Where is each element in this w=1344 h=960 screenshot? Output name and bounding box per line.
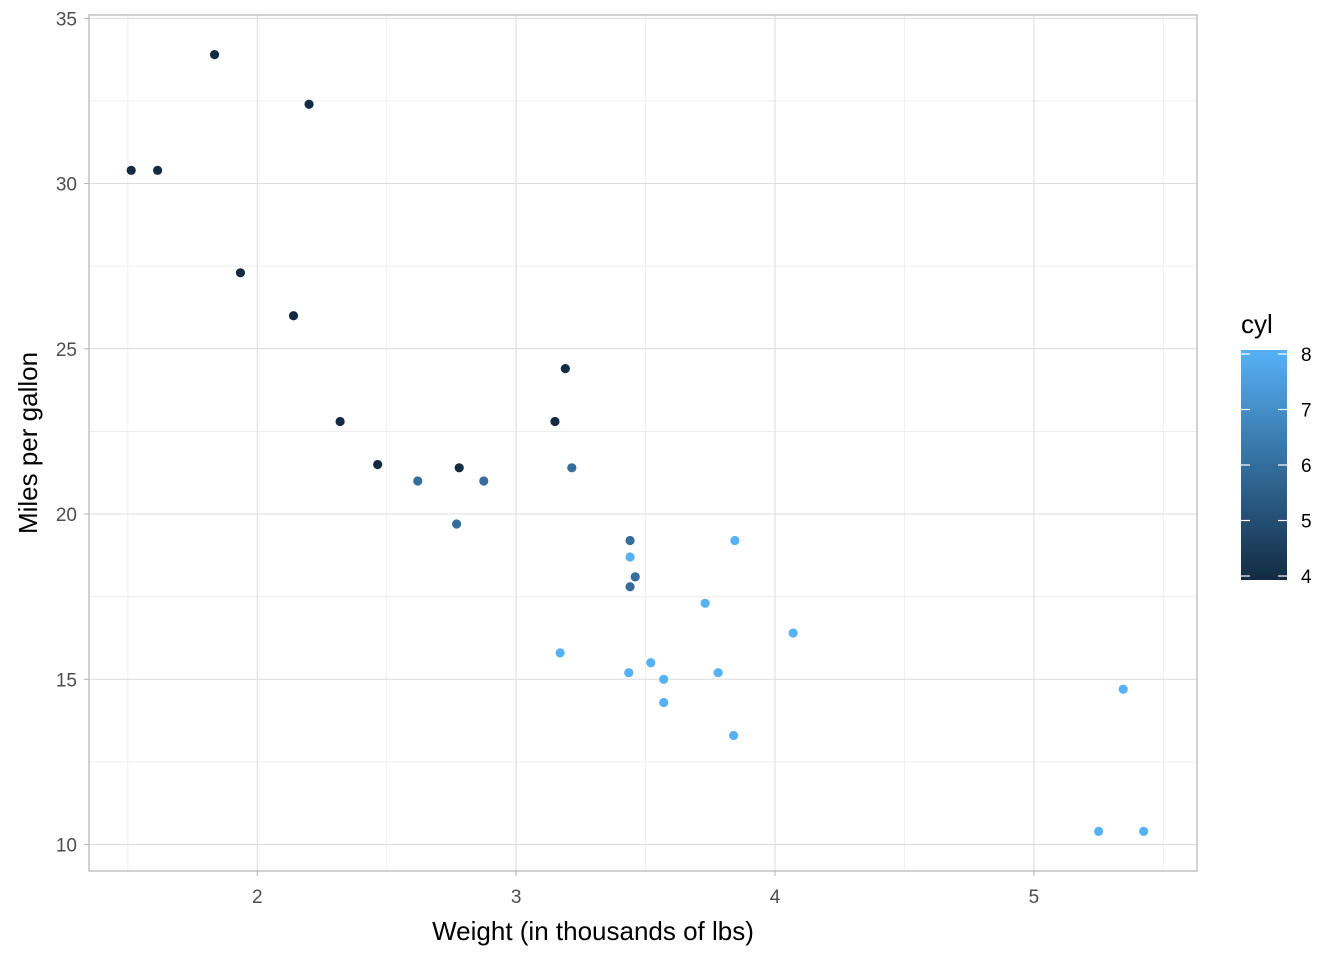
data-point [555, 648, 565, 658]
y-tick-label: 30 [56, 175, 77, 196]
plot-panel-border [88, 14, 1198, 872]
y-tick-label: 35 [56, 9, 77, 30]
legend-tick-label: 7 [1301, 401, 1312, 422]
y-tick-label: 10 [56, 836, 77, 857]
legend-ticks: 4 5 6 7 8 [1241, 345, 1312, 588]
data-point [479, 476, 489, 486]
x-tick-label: 4 [770, 887, 781, 908]
y-tick-label: 25 [56, 340, 77, 361]
data-point [713, 668, 723, 678]
data-point [625, 552, 635, 562]
legend-tick-label: 6 [1301, 456, 1312, 477]
y-axis-ticks: 10 15 20 25 30 35 [56, 9, 89, 857]
y-tick-label: 15 [56, 670, 77, 691]
x-axis-ticks: 2 3 4 5 [252, 871, 1039, 908]
x-axis-title: Weight (in thousands of lbs) [432, 916, 754, 946]
data-point [700, 598, 710, 608]
data-point [788, 628, 798, 638]
data-point [659, 674, 669, 684]
data-point [567, 463, 577, 473]
legend-tick-label: 4 [1301, 567, 1312, 588]
x-tick-label: 3 [511, 887, 522, 908]
data-points [126, 50, 1149, 836]
data-point [560, 364, 570, 374]
x-tick-label: 5 [1029, 887, 1040, 908]
data-point [659, 697, 669, 708]
data-point [126, 165, 136, 175]
data-point [625, 535, 635, 546]
data-point [624, 668, 634, 678]
data-point [454, 463, 464, 473]
data-point [550, 416, 560, 427]
y-tick-label: 20 [56, 505, 77, 526]
minor-gridlines [89, 15, 1197, 871]
legend-title: cyl [1241, 309, 1273, 339]
major-gridlines [89, 15, 1197, 871]
data-point [729, 730, 739, 741]
data-point [373, 459, 383, 470]
data-point [288, 311, 299, 321]
legend-tick-label: 5 [1301, 512, 1312, 533]
legend-tick-label: 8 [1301, 345, 1312, 366]
data-point [730, 535, 740, 546]
data-point [209, 50, 220, 60]
data-point [304, 99, 314, 109]
color-legend: cyl 4 5 6 7 8 [1241, 309, 1312, 588]
data-point [235, 268, 246, 278]
data-point [335, 416, 345, 427]
y-axis-title: Miles per gallon [13, 352, 43, 534]
data-point [1139, 826, 1149, 836]
data-point [646, 658, 656, 668]
data-point [1118, 684, 1128, 694]
data-point [630, 572, 640, 582]
data-point [1094, 826, 1104, 836]
data-point [625, 582, 635, 592]
data-point [153, 165, 163, 175]
x-tick-label: 2 [252, 887, 263, 908]
data-point [413, 476, 423, 486]
data-point [452, 519, 462, 529]
